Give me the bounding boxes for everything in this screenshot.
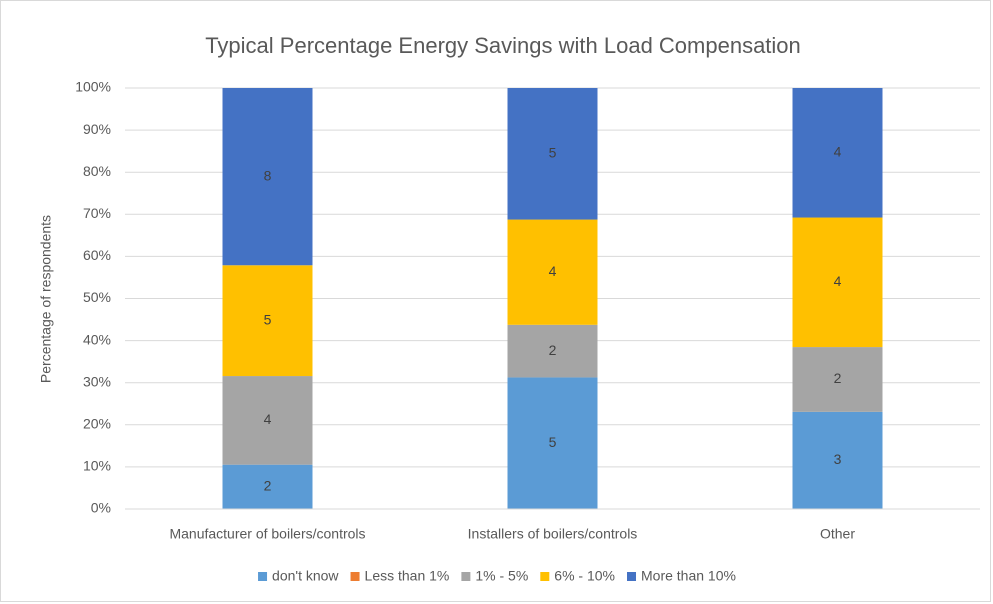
legend-swatch xyxy=(258,572,268,581)
data-label: 3 xyxy=(834,451,842,467)
data-label: 2 xyxy=(264,478,272,494)
bar-segment xyxy=(792,217,883,348)
data-label: 5 xyxy=(264,311,272,327)
bar-segment xyxy=(222,464,313,509)
bar-segment xyxy=(507,324,598,378)
x-tick-label: Other xyxy=(820,526,855,542)
x-tick-label: Installers of boilers/controls xyxy=(468,526,638,542)
data-label: 2 xyxy=(549,342,557,358)
legend-item: 6% - 10% xyxy=(540,568,615,584)
legend-item: More than 10% xyxy=(627,568,736,584)
y-tick-label: 90% xyxy=(83,121,111,137)
legend-item: Less than 1% xyxy=(350,568,450,584)
bar-segment xyxy=(792,347,883,412)
data-label: 2 xyxy=(834,370,842,386)
legend-swatch xyxy=(627,572,637,581)
legend-label: 1% - 5% xyxy=(475,568,528,584)
bar-segment xyxy=(507,88,598,220)
bar-segment xyxy=(222,265,313,377)
bar-segment xyxy=(792,88,883,218)
y-tick-label: 50% xyxy=(83,289,111,305)
legend-label: don't know xyxy=(272,568,339,584)
legend-item: 1% - 5% xyxy=(461,568,528,584)
legend-item: don't know xyxy=(258,568,339,584)
y-tick-label: 20% xyxy=(83,416,111,432)
y-tick-label: 80% xyxy=(83,163,111,179)
legend-swatch xyxy=(540,572,550,581)
data-label: 4 xyxy=(549,263,557,279)
data-label: 4 xyxy=(834,143,842,159)
legend-swatch xyxy=(461,572,471,581)
y-tick-label: 70% xyxy=(83,205,111,221)
legend-label: More than 10% xyxy=(641,568,736,584)
y-tick-label: 10% xyxy=(83,458,111,474)
y-tick-label: 0% xyxy=(91,500,111,516)
data-label: 5 xyxy=(549,434,557,450)
bar-segment xyxy=(507,219,598,325)
data-label: 5 xyxy=(549,144,557,160)
y-tick-label: 60% xyxy=(83,247,111,263)
data-label: 8 xyxy=(264,167,272,183)
data-label: 4 xyxy=(264,411,272,427)
x-tick-label: Manufacturer of boilers/controls xyxy=(169,526,365,542)
y-axis-title: Percentage of respondents xyxy=(38,215,54,383)
data-label: 4 xyxy=(834,273,842,289)
bar-segment xyxy=(222,88,313,266)
bar-segment xyxy=(222,376,313,465)
y-tick-label: 40% xyxy=(83,331,111,347)
chart-title: Typical Percentage Energy Savings with L… xyxy=(205,33,801,58)
bar-segment xyxy=(792,411,883,509)
y-tick-label: 30% xyxy=(83,373,111,389)
legend-swatch xyxy=(350,572,360,581)
bar-segment xyxy=(507,377,598,509)
y-tick-label: 100% xyxy=(75,79,111,95)
legend-label: Less than 1% xyxy=(365,568,450,584)
legend-label: 6% - 10% xyxy=(554,568,615,584)
